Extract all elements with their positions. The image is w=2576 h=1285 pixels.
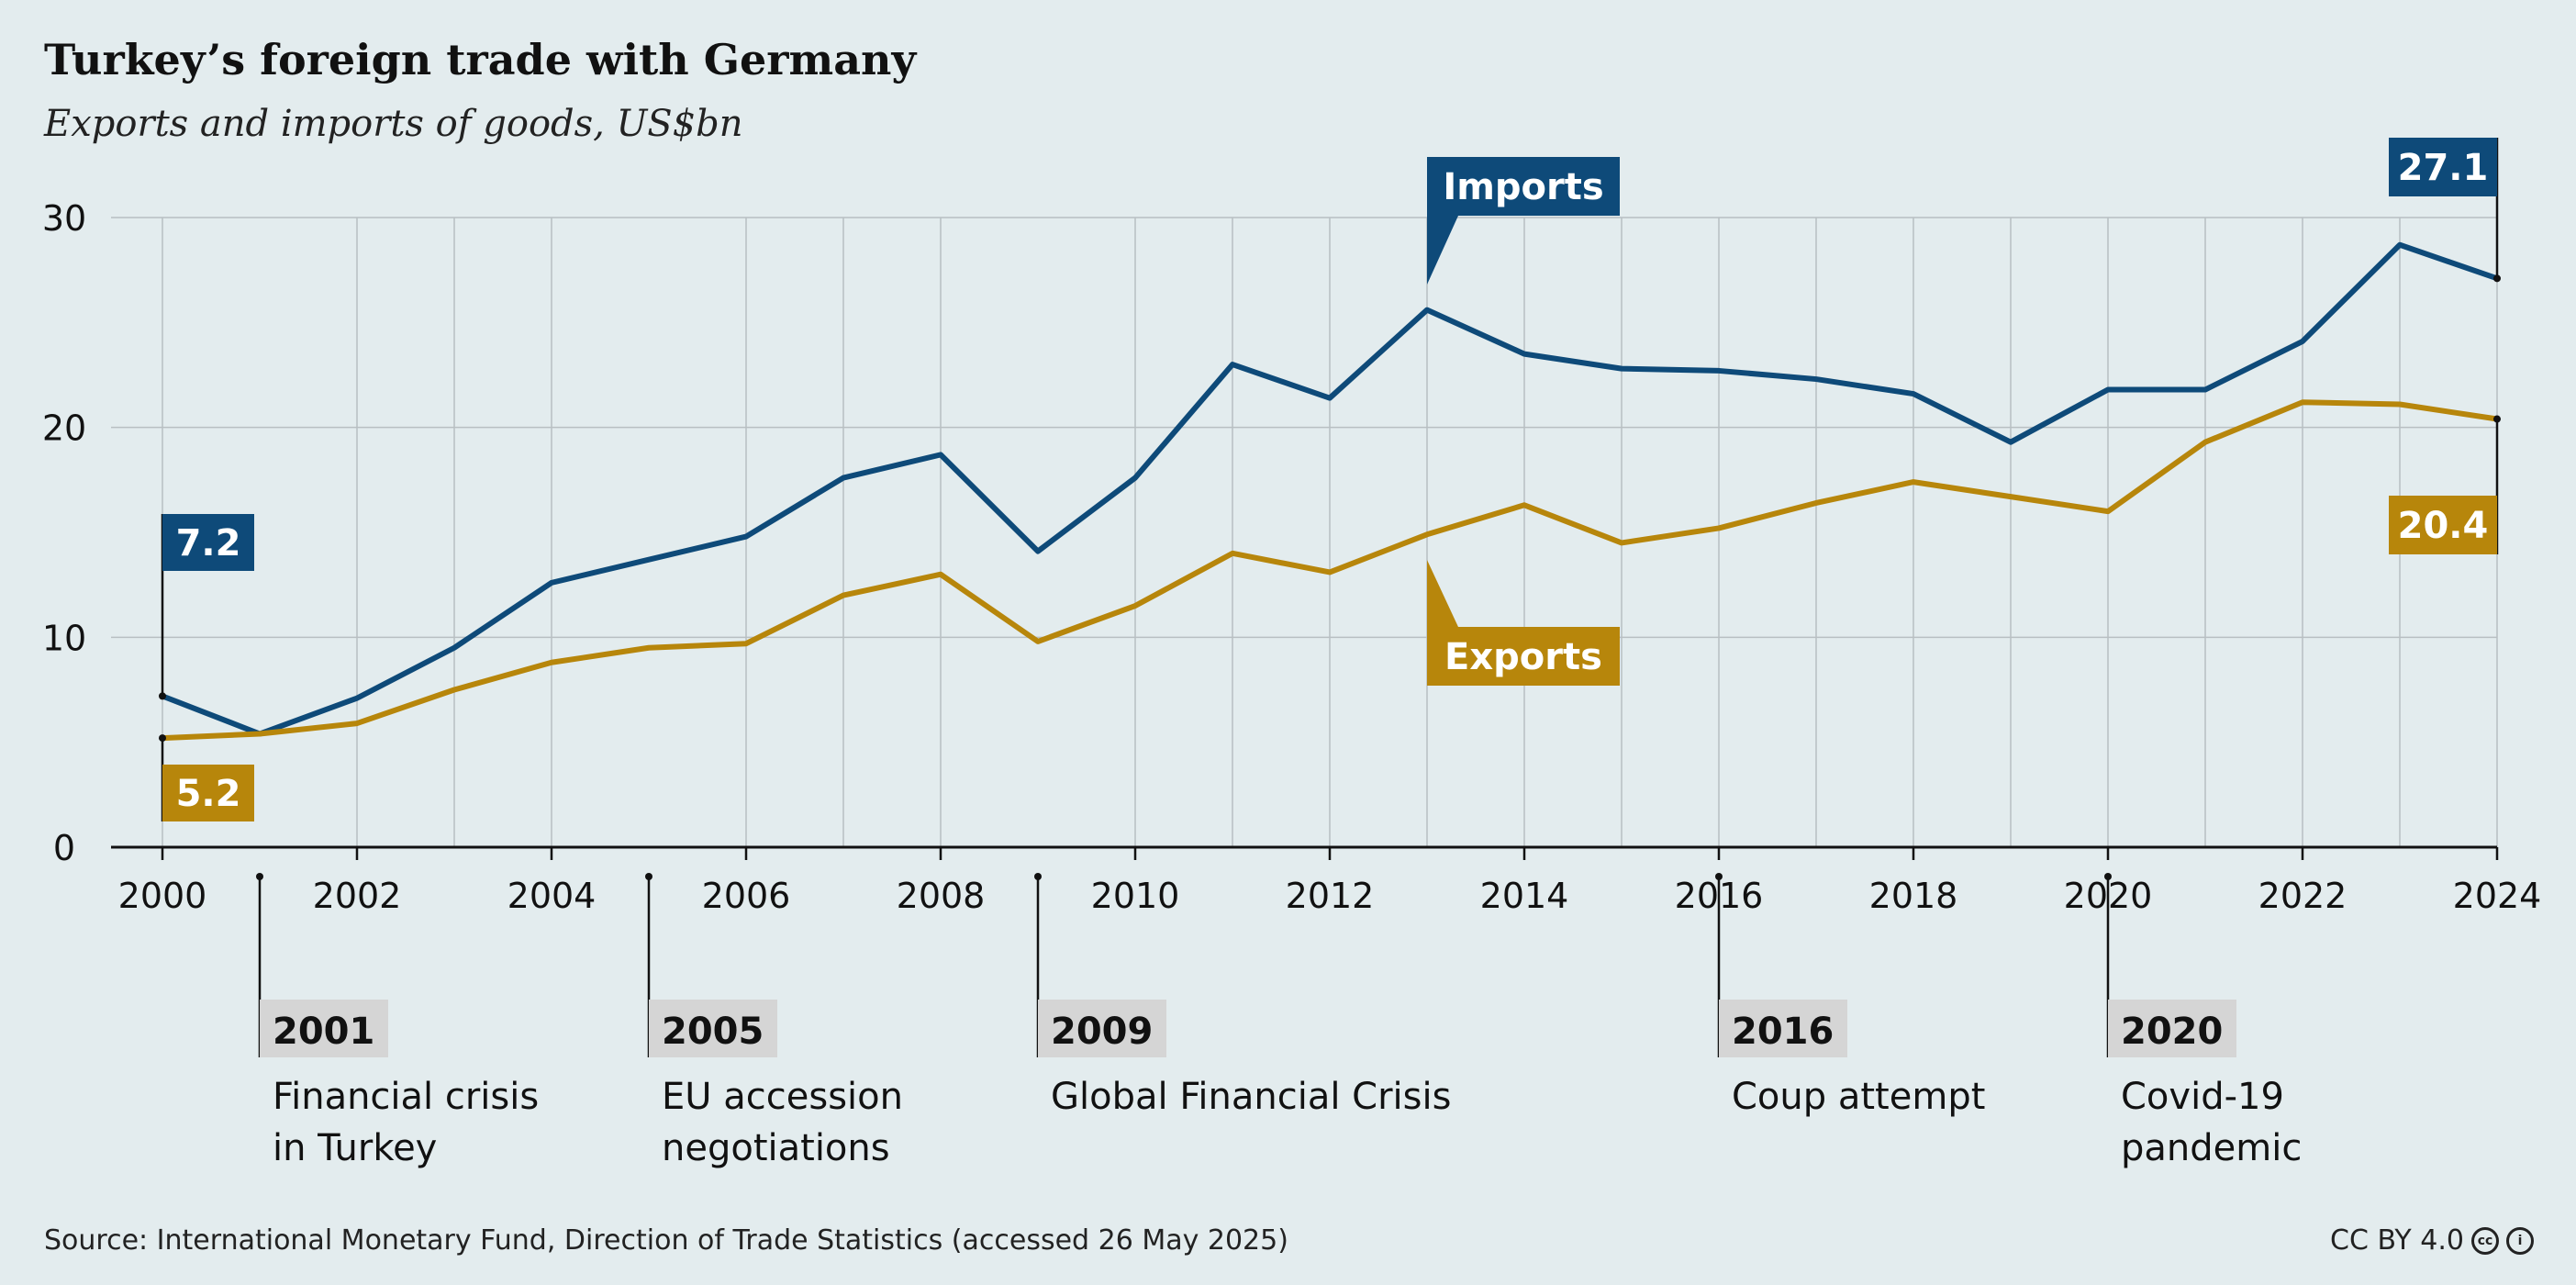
- grid-layer: [111, 217, 2498, 847]
- exports-end-label: 20.4: [2389, 496, 2497, 554]
- y-tick-label: 0: [53, 828, 75, 868]
- imports-end-label-text: 27.1: [2398, 147, 2489, 189]
- event-dot: [1034, 873, 1042, 880]
- event-2020: 2020 Covid-19 pandemic: [2104, 873, 2302, 1169]
- imports-start-label: 7.2: [162, 514, 254, 571]
- license-note[interactable]: CC BY 4.0 cc i: [2330, 1224, 2534, 1257]
- creative-commons-icon: cc: [2471, 1226, 2499, 1255]
- imports-end-label-box: [2389, 138, 2497, 196]
- chart-title: Turkey’s foreign trade with Germany: [44, 35, 917, 84]
- event-year-box: [649, 1000, 777, 1057]
- x-tick-label: 2004: [507, 876, 597, 916]
- chart-subtitle: Exports and imports of goods, US$bn: [44, 103, 743, 145]
- imports-start-dot: [159, 692, 166, 700]
- imports-series-label-box: [1427, 157, 1620, 216]
- exports-start-label-box: [162, 765, 254, 821]
- exports-start-label: 5.2: [162, 765, 254, 821]
- event-description: Global Financial Crisis: [1051, 1076, 1451, 1118]
- event-description: Financial crisis: [273, 1076, 539, 1118]
- exports-end-label-box: [2389, 496, 2497, 554]
- event-2005: 2005 EU accession negotiations: [645, 873, 903, 1169]
- event-dot: [1715, 873, 1723, 880]
- axis-layer: 0 10 20 30 2000 2002 2004 2006 2008 2010 2012 2014 2…: [42, 198, 2542, 916]
- exports-end-dot: [2493, 415, 2501, 423]
- y-tick-label: 20: [42, 408, 86, 449]
- imports-end-label: 27.1: [2389, 138, 2497, 196]
- event-year-box: [260, 1000, 388, 1057]
- label-layer: 7.2 5.2 27.1 20.4 Imports Exports: [159, 138, 2501, 821]
- x-tick-label: 2018: [1869, 876, 1958, 916]
- event-2001: 2001 Financial crisis in Turkey: [256, 873, 539, 1169]
- license-text: CC BY 4.0: [2330, 1224, 2464, 1257]
- event-description: Covid-19: [2121, 1076, 2284, 1118]
- event-description: pandemic: [2121, 1127, 2302, 1169]
- event-year: 2016: [1732, 1011, 1834, 1053]
- x-tick-label: 2010: [1091, 876, 1180, 916]
- exports-start-label-text: 5.2: [176, 773, 241, 815]
- x-tick-label: 2012: [1286, 876, 1375, 916]
- event-year-box: [1719, 1000, 1847, 1057]
- series-line-exports: [160, 399, 2500, 742]
- exports-start-dot: [159, 734, 166, 743]
- x-tick-label: 2022: [2258, 876, 2347, 916]
- y-tick-label: 30: [42, 198, 86, 239]
- imports-start-label-box: [162, 514, 254, 571]
- imports-series-label-text: Imports: [1443, 166, 1603, 208]
- x-tick-label: 2024: [2453, 876, 2542, 916]
- exports-series-label-text: Exports: [1444, 636, 1602, 678]
- event-layer: 2001 Financial crisis in Turkey 2005 EU acce…: [256, 873, 2302, 1169]
- event-year: 2009: [1051, 1011, 1153, 1053]
- event-2009: 2009 Global Financial Crisis: [1034, 873, 1451, 1118]
- event-2016: 2016 Coup attempt: [1715, 873, 1985, 1118]
- event-year: 2020: [2121, 1011, 2223, 1053]
- imports-start-label-text: 7.2: [176, 522, 241, 564]
- event-dot: [645, 873, 652, 880]
- series-layer: [160, 241, 2500, 742]
- event-year: 2001: [273, 1011, 374, 1053]
- event-dot: [2104, 873, 2112, 880]
- event-year-box: [2108, 1000, 2236, 1057]
- event-year: 2005: [662, 1011, 764, 1053]
- imports-end-dot: [2493, 274, 2501, 283]
- event-year-box: [1038, 1000, 1166, 1057]
- imports-callout-pointer: [1427, 216, 1458, 285]
- exports-end-label-text: 20.4: [2398, 505, 2489, 547]
- event-description: in Turkey: [273, 1127, 437, 1169]
- event-description: Coup attempt: [1732, 1076, 1985, 1118]
- exports-series-label: Exports: [1427, 560, 1620, 686]
- exports-callout-pointer: [1427, 560, 1458, 627]
- x-tick-label: 2002: [313, 876, 402, 916]
- y-tick-label: 10: [42, 618, 86, 658]
- event-description: EU accession: [662, 1076, 903, 1118]
- x-tick-label: 2008: [897, 876, 986, 916]
- x-tick-label: 2014: [1480, 876, 1569, 916]
- x-tick-label: 2000: [118, 876, 207, 916]
- attribution-icon: i: [2506, 1226, 2534, 1255]
- exports-series-label-box: [1427, 627, 1620, 686]
- imports-series-label: Imports: [1427, 157, 1620, 285]
- source-note: Source: International Monetary Fund, Dir…: [44, 1224, 1288, 1257]
- series-line-imports: [160, 241, 2500, 737]
- x-tick-label: 2006: [702, 876, 791, 916]
- event-dot: [256, 873, 263, 880]
- event-description: negotiations: [662, 1127, 890, 1169]
